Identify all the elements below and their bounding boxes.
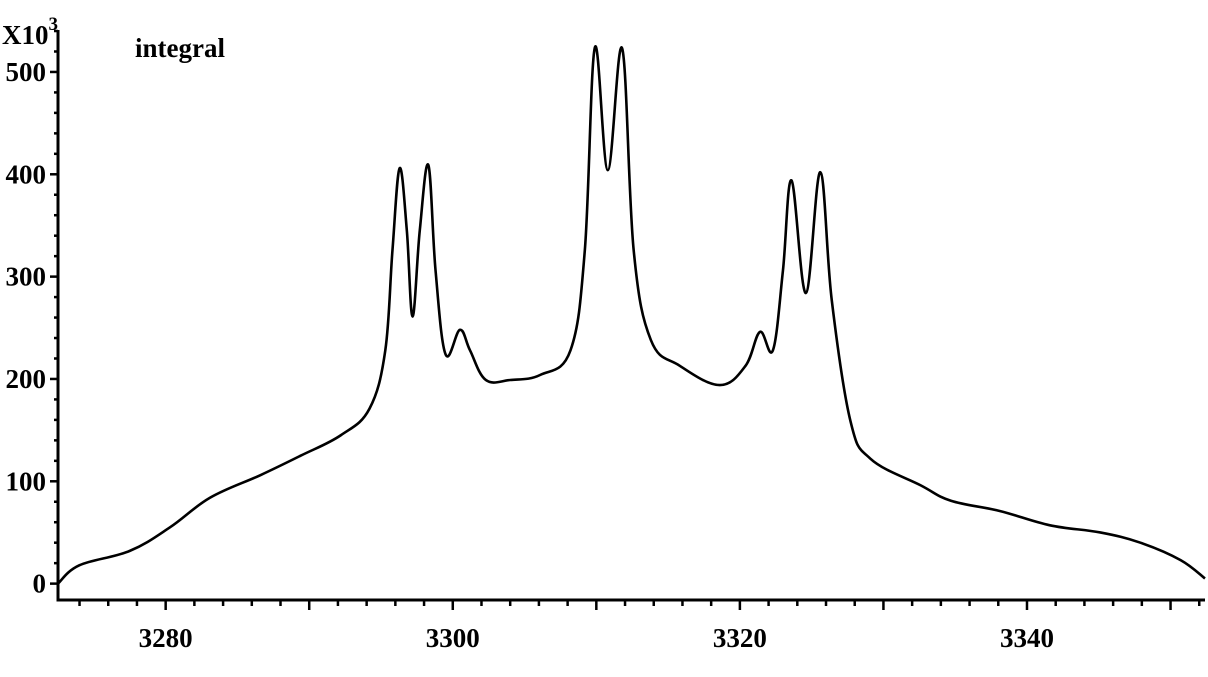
y-tick-label: 200	[6, 364, 47, 394]
x-tick-label: 3280	[139, 623, 193, 653]
integral-annotation: integral	[135, 33, 225, 63]
y-tick-label: 400	[6, 159, 47, 189]
x-tick-label: 3320	[713, 623, 767, 653]
y-tick-label: 300	[6, 262, 47, 292]
x-tick-label: 3340	[1000, 623, 1054, 653]
y-tick-label: 100	[6, 466, 47, 496]
y-tick-label: 500	[6, 57, 47, 87]
integral-series-line	[57, 45, 1206, 585]
y-multiplier-label: X103	[2, 14, 58, 50]
x-tick-label: 3300	[426, 623, 480, 653]
y-tick-label: 0	[33, 569, 47, 599]
